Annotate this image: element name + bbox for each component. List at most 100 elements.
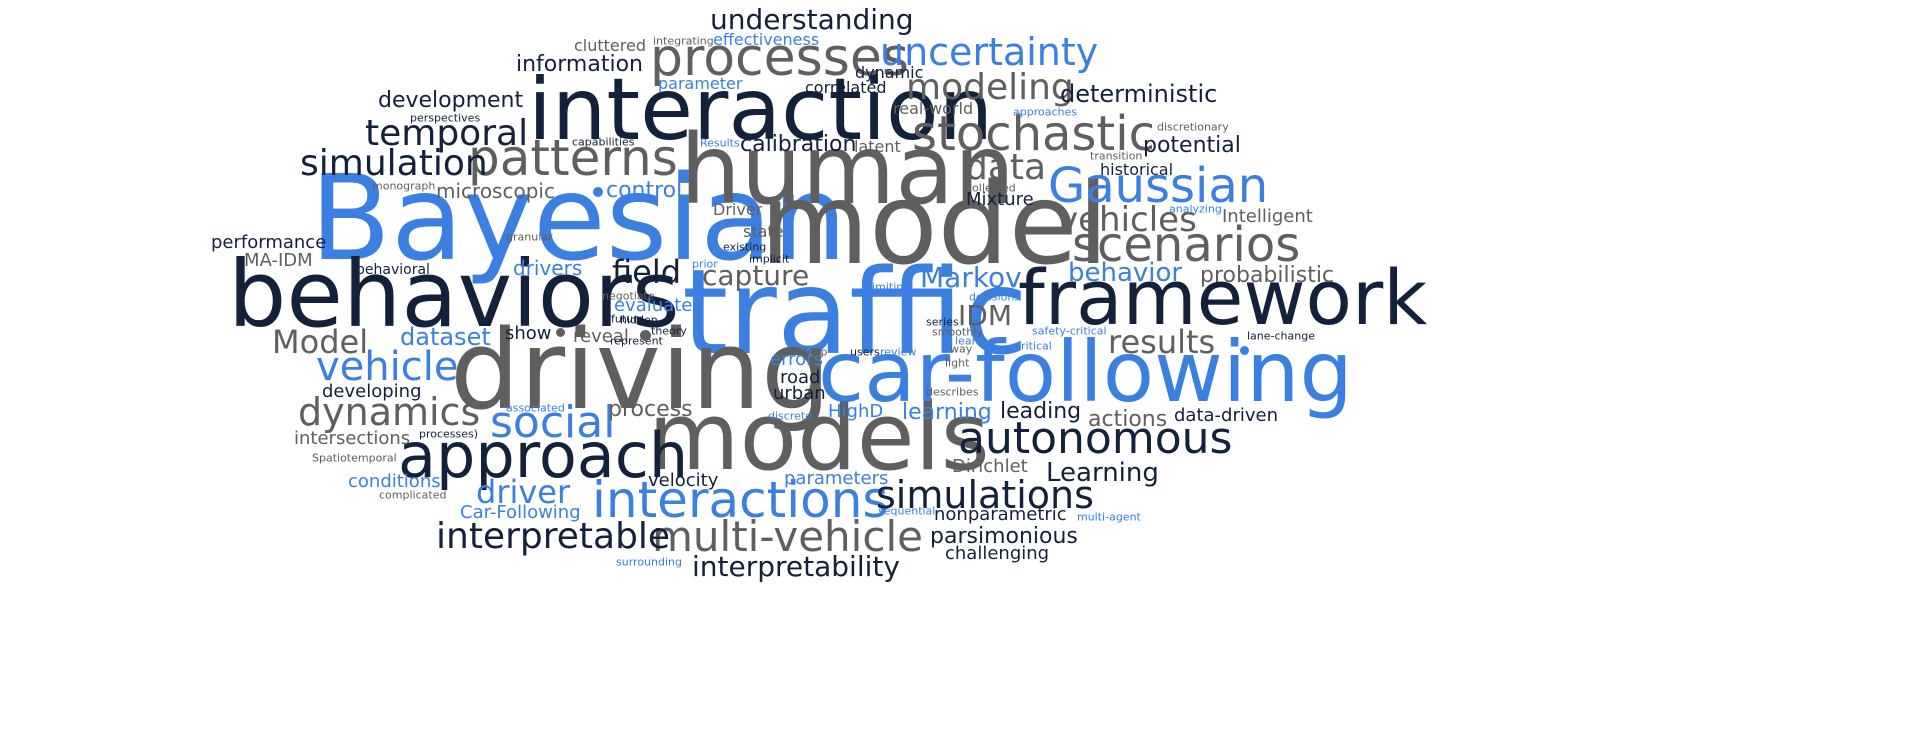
word-data: data xyxy=(965,147,1047,188)
word-capture: capture xyxy=(702,259,810,292)
word-modeling: modeling xyxy=(906,67,1074,108)
cloud-dot-3 xyxy=(556,328,565,337)
word-control: control xyxy=(606,178,683,203)
cloud-dot-2 xyxy=(1240,346,1249,355)
word-spatiotemporal: Spatiotemporal xyxy=(312,451,397,465)
word-perspectives: perspectives xyxy=(410,111,481,125)
word-parameters: parameters xyxy=(784,468,889,489)
word-human: human xyxy=(680,114,1015,226)
word-state: state xyxy=(743,222,784,241)
word-driver: Driver xyxy=(713,200,763,219)
word-behavior: behavior xyxy=(1068,258,1183,288)
word-dataset: dataset xyxy=(400,323,491,351)
word-behaviors: behaviors xyxy=(228,241,680,348)
word-future: future xyxy=(611,312,645,326)
word-processes: processes xyxy=(650,28,909,88)
word-interactions: interactions xyxy=(592,471,889,529)
word-information: information xyxy=(516,52,643,77)
word-bayesian: Bayesian xyxy=(310,149,848,287)
word-critical: critical xyxy=(1015,339,1052,353)
word-leading: leading xyxy=(1000,399,1082,424)
word-vehicle: vehicle xyxy=(316,344,459,390)
word-road: road xyxy=(780,367,821,388)
word-temporal: temporal xyxy=(365,113,529,154)
word-highd: HighD xyxy=(828,401,884,422)
word-users: users xyxy=(850,345,880,359)
word-traffic: traffic xyxy=(682,243,1029,381)
word-discretionary: discretionary xyxy=(1157,120,1229,134)
word-negotiate: negotiate xyxy=(602,289,655,303)
word-velocity: velocity xyxy=(648,470,719,491)
word-ma-idm: MA-IDM xyxy=(244,250,313,271)
word-show: show xyxy=(505,323,552,344)
word-surrounding: surrounding xyxy=(616,555,682,569)
word-intersections: intersections xyxy=(294,428,411,449)
word-parsimonious: parsimonious xyxy=(930,524,1078,549)
word-review: review xyxy=(880,345,917,359)
word-implicit: implicit xyxy=(749,252,790,266)
word-existing: existing xyxy=(723,240,767,254)
word-series: series xyxy=(926,315,959,329)
word-multi-agent: multi-agent xyxy=(1077,510,1141,524)
cloud-dot-0 xyxy=(593,187,603,197)
word-idm: IDM xyxy=(958,299,1012,332)
word-correlated: correlated xyxy=(805,78,887,97)
word-interaction: interaction xyxy=(528,60,994,160)
word-performance: performance xyxy=(211,232,327,253)
word-probabilistic: probabilistic xyxy=(1200,263,1335,288)
word-field: field xyxy=(612,253,682,291)
word-model: model xyxy=(760,160,1109,290)
word-transition: transition xyxy=(1090,149,1143,163)
word-capabilities: capabilities xyxy=(572,135,635,149)
word-model: Model xyxy=(272,323,369,361)
word-understanding: understanding xyxy=(710,3,914,36)
word-development: development xyxy=(378,88,524,113)
word-intelligent: Intelligent xyxy=(1222,206,1313,227)
word-collected: collected xyxy=(966,181,1016,195)
word-lane-change: lane-change xyxy=(1247,329,1315,343)
word-sequential: sequential xyxy=(878,504,936,518)
word-decisions: decisions xyxy=(969,290,1021,304)
word-process: process xyxy=(608,397,693,422)
word-prior: prior xyxy=(692,257,718,271)
word-safety-critical: safety-critical xyxy=(1032,324,1107,338)
word-multi-vehicle: multi-vehicle xyxy=(652,512,923,561)
word-describes: describes xyxy=(926,385,979,399)
word-deterministic: deterministic xyxy=(1060,80,1218,108)
word-theory: theory xyxy=(651,324,687,338)
word-discrete: discrete xyxy=(768,409,812,423)
word-results: Results xyxy=(700,136,740,150)
word-actions: actions xyxy=(1088,407,1168,432)
word-integrating: integrating xyxy=(653,34,714,48)
word-interpretability: interpretability xyxy=(692,550,900,583)
word-dirichlet: Dirichlet xyxy=(952,456,1028,477)
word-simulations: simulations xyxy=(876,473,1094,517)
word-social: social xyxy=(490,397,616,448)
word-uncertainty: uncertainty xyxy=(880,30,1099,74)
word-markov: Markov xyxy=(920,261,1022,294)
word-smoothly: smoothly xyxy=(932,325,983,339)
word-cluttered: cluttered xyxy=(574,36,646,55)
word-granular: granular xyxy=(506,230,553,244)
word-conditions: conditions xyxy=(348,471,441,492)
word-urban: urban xyxy=(773,383,826,404)
word-driver: driver xyxy=(476,473,571,511)
word-parameter: parameter xyxy=(658,74,743,93)
word-evaluate: evaluate xyxy=(614,295,693,316)
word-approach: approach xyxy=(398,419,689,492)
word-mixture: Mixture xyxy=(966,189,1034,210)
word-hidden: hidden xyxy=(620,313,658,327)
word-light: light xyxy=(945,356,970,370)
word-analyzing: analyzing xyxy=(1169,202,1222,216)
word-developing: developing xyxy=(322,381,422,402)
word-approaches: approaches xyxy=(1013,105,1077,119)
word-behavioral: behavioral xyxy=(356,262,430,278)
word-vehicles: vehicles xyxy=(1058,200,1197,240)
word-learning: learning xyxy=(902,400,992,425)
word-potential: potential xyxy=(1143,133,1241,158)
word-gaussian: Gaussian xyxy=(1048,158,1269,214)
word-errors: errors xyxy=(770,349,823,370)
word-simulation: simulation xyxy=(300,143,488,184)
word-scenarios: scenarios xyxy=(1072,217,1301,273)
